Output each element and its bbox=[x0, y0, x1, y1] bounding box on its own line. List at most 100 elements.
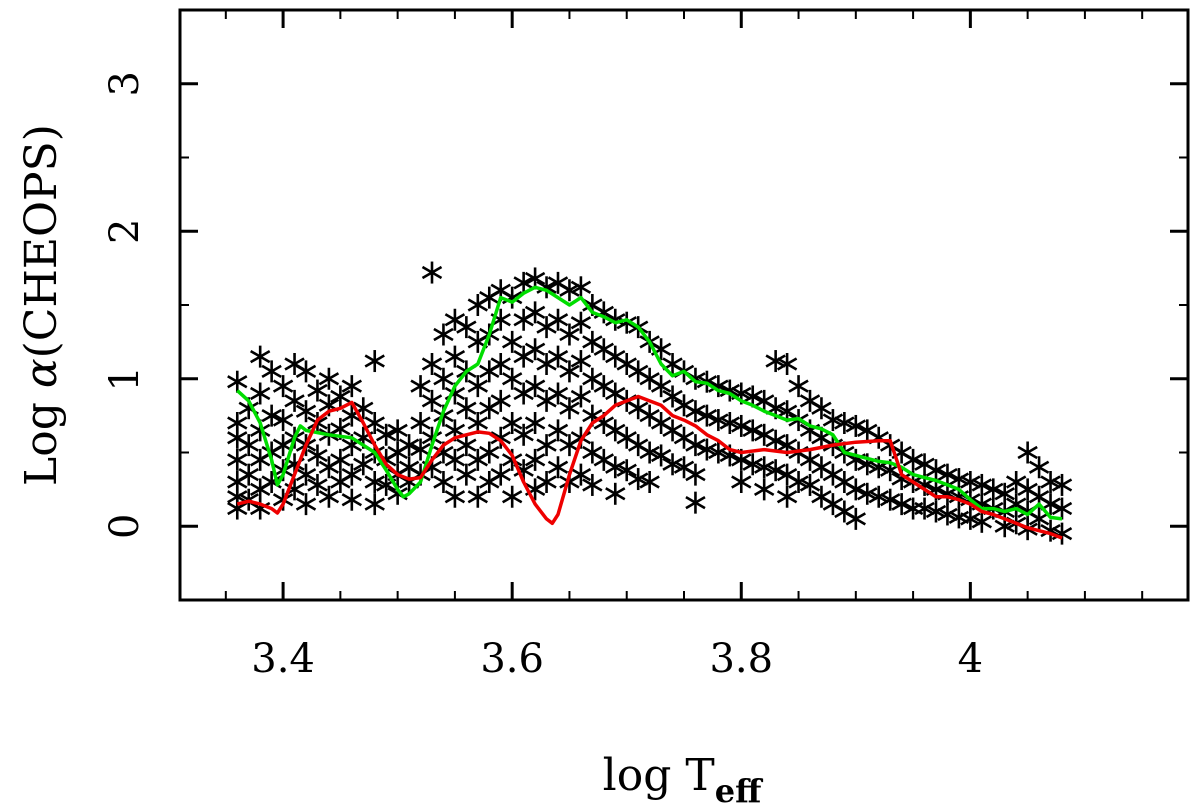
data-point-asterisk bbox=[341, 463, 362, 486]
data-point-asterisk bbox=[639, 471, 660, 493]
data-point-asterisk bbox=[387, 419, 408, 442]
data-point-asterisk bbox=[547, 419, 569, 442]
data-point-asterisk bbox=[502, 412, 523, 434]
data-point-asterisk bbox=[799, 473, 821, 496]
data-point-asterisk bbox=[765, 429, 786, 452]
data-point-asterisk bbox=[238, 434, 259, 457]
data-point-asterisk bbox=[490, 353, 511, 375]
data-point-asterisk bbox=[559, 397, 580, 420]
data-point-asterisk bbox=[307, 379, 328, 402]
y-tick-label: 3 bbox=[102, 71, 148, 96]
data-point-asterisk bbox=[788, 471, 809, 493]
data-point-asterisk bbox=[570, 385, 592, 408]
data-point-asterisk bbox=[925, 459, 947, 482]
data-point-asterisk bbox=[364, 471, 385, 493]
data-point-asterisk bbox=[834, 412, 855, 434]
data-point-asterisk bbox=[719, 412, 740, 434]
y-tick-label: 1 bbox=[102, 366, 148, 391]
data-point-asterisk bbox=[536, 434, 557, 457]
y-tick-label: 2 bbox=[102, 219, 148, 244]
data-point-asterisk bbox=[937, 503, 958, 526]
data-point-asterisk bbox=[1028, 456, 1050, 479]
data-point-asterisk bbox=[410, 438, 431, 461]
data-point-asterisk bbox=[570, 463, 592, 486]
data-point-asterisk bbox=[490, 463, 511, 486]
data-point-asterisk bbox=[410, 375, 431, 398]
data-point-asterisk bbox=[433, 471, 454, 493]
data-point-asterisk bbox=[536, 276, 557, 299]
data-point-asterisk bbox=[685, 491, 706, 514]
data-point-asterisk bbox=[398, 434, 420, 457]
y-axis-label-prefix: Log bbox=[16, 388, 67, 486]
data-point-asterisk bbox=[547, 345, 569, 368]
data-point-asterisk bbox=[547, 456, 569, 479]
data-point-asterisk bbox=[456, 397, 477, 420]
data-point-asterisk bbox=[925, 500, 947, 523]
data-point-asterisk bbox=[983, 478, 1004, 501]
y-axis-label-suffix: (CHEOPS) bbox=[16, 124, 67, 358]
data-point-asterisk bbox=[971, 473, 992, 496]
data-point-asterisk bbox=[742, 419, 763, 442]
data-point-asterisk bbox=[971, 510, 992, 533]
data-point-asterisk bbox=[227, 370, 248, 393]
data-point-asterisk bbox=[628, 468, 649, 491]
data-point-asterisk bbox=[559, 360, 580, 383]
x-tick-label: 3.4 bbox=[251, 636, 315, 682]
data-point-asterisk bbox=[616, 459, 637, 482]
data-point-asterisk bbox=[502, 485, 523, 508]
data-point-asterisk bbox=[364, 493, 385, 516]
data-point-asterisk bbox=[845, 507, 866, 530]
data-point-asterisk bbox=[410, 412, 431, 434]
data-point-asterisk bbox=[880, 488, 901, 511]
data-point-asterisk bbox=[479, 441, 500, 464]
data-point-asterisk bbox=[490, 389, 511, 412]
data-point-asterisk bbox=[318, 485, 340, 508]
data-point-asterisk bbox=[330, 448, 351, 471]
data-point-asterisk bbox=[433, 323, 454, 346]
data-point-asterisk bbox=[605, 456, 626, 479]
data-point-asterisk bbox=[547, 308, 569, 331]
data-point-asterisk bbox=[524, 338, 546, 361]
data-point-asterisk bbox=[559, 323, 580, 346]
x-tick-label: 4 bbox=[958, 636, 983, 682]
data-point-asterisk bbox=[261, 360, 282, 383]
data-point-asterisk bbox=[1017, 441, 1038, 464]
data-point-asterisk bbox=[502, 330, 523, 353]
data-point-asterisk bbox=[295, 360, 317, 383]
data-point-asterisk bbox=[421, 389, 443, 412]
data-point-asterisk bbox=[227, 497, 248, 520]
data-point-asterisk bbox=[662, 453, 683, 476]
data-point-asterisk bbox=[765, 459, 786, 482]
x-axis-label-main: log T bbox=[603, 750, 715, 801]
data-point-asterisk bbox=[444, 448, 466, 471]
data-point-asterisk bbox=[295, 400, 317, 423]
data-point-asterisk bbox=[444, 345, 466, 368]
green-curve-line bbox=[236, 285, 1063, 521]
data-point-asterisk bbox=[960, 507, 981, 530]
red-curve-line bbox=[236, 394, 1063, 540]
data-point-asterisk bbox=[582, 473, 603, 496]
data-point-asterisk bbox=[353, 453, 374, 476]
data-point-asterisk bbox=[731, 414, 752, 437]
data-point-asterisk bbox=[616, 311, 637, 334]
data-point-asterisk bbox=[685, 434, 706, 457]
data-point-asterisk bbox=[433, 367, 454, 390]
data-point-asterisk bbox=[605, 308, 626, 331]
data-point-asterisk bbox=[456, 463, 477, 486]
data-point-asterisk bbox=[719, 379, 740, 402]
line-layer bbox=[236, 285, 1063, 540]
data-point-asterisk bbox=[524, 412, 546, 434]
data-point-asterisk bbox=[914, 497, 935, 520]
data-point-asterisk bbox=[788, 375, 809, 398]
y-axis-label-alpha: α bbox=[16, 358, 67, 388]
data-point-asterisk bbox=[536, 471, 557, 493]
data-point-asterisk bbox=[1040, 471, 1061, 493]
data-point-asterisk bbox=[341, 375, 362, 398]
data-point-asterisk bbox=[376, 423, 397, 446]
data-point-asterisk bbox=[845, 478, 866, 501]
data-point-asterisk bbox=[330, 385, 351, 408]
data-point-asterisk bbox=[662, 385, 683, 408]
data-point-asterisk bbox=[272, 375, 294, 398]
